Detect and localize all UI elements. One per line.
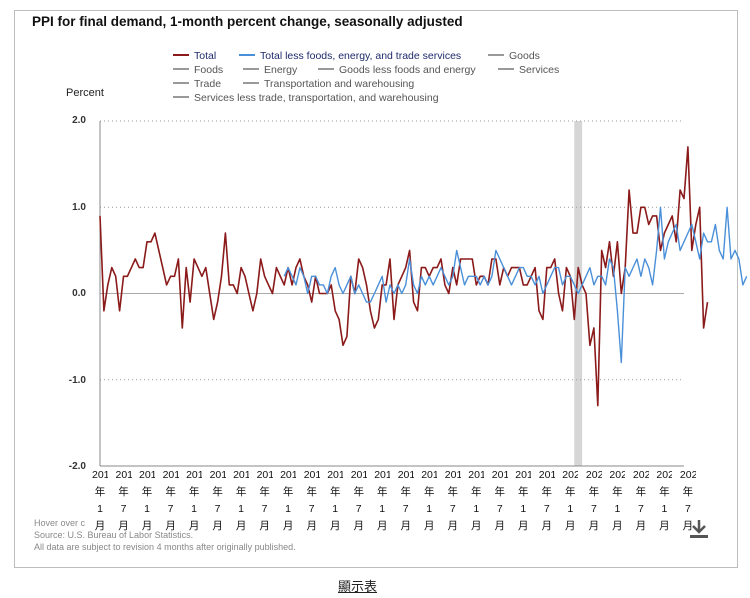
legend-label: Trade: [194, 78, 222, 90]
download-icon[interactable]: [688, 518, 710, 540]
show-table-link[interactable]: 顯示表: [338, 579, 378, 594]
x-tick-label: 2020年7月: [585, 469, 602, 532]
x-tick-label: 2021年7月: [632, 469, 649, 532]
x-tick-label: 2014年7月: [303, 469, 320, 532]
y-tick-label: -1.0: [68, 375, 86, 386]
x-tick-label: 2012年7月: [209, 469, 226, 532]
source-note: Source: U.S. Bureau of Labor Statistics.: [34, 530, 194, 540]
legend-label: Total: [194, 50, 217, 62]
x-tick-label: 2022年7月: [679, 469, 696, 532]
legend-swatch: [239, 54, 255, 57]
x-tick-label: 2010年1月: [92, 469, 108, 532]
x-tick-label: 2011年1月: [139, 469, 155, 532]
x-tick-label: 2019年1月: [515, 469, 532, 532]
legend-swatch: [173, 82, 189, 85]
legend-swatch: [243, 82, 259, 85]
legend-swatch: [243, 68, 259, 71]
legend-item-foods[interactable]: Foods: [173, 64, 223, 76]
x-tick-label: 2018年7月: [491, 469, 508, 532]
x-tick-label: 2016年7月: [397, 469, 414, 532]
x-tick-label: 2018年1月: [468, 469, 485, 532]
hover-note: Hover over c: [34, 518, 86, 528]
x-tick-label: 2013年7月: [256, 469, 273, 532]
legend-label: Transportation and warehousing: [264, 78, 415, 90]
revision-note: All data are subject to revision 4 month…: [34, 542, 296, 552]
x-tick-label: 2010年7月: [115, 469, 132, 532]
legend-item-total-less-foods-energy-trade[interactable]: Total less foods, energy, and trade serv…: [239, 50, 461, 62]
legend-swatch: [173, 54, 189, 57]
x-tick-label: 2012年1月: [186, 469, 203, 532]
legend-item-energy[interactable]: Energy: [243, 64, 297, 76]
x-tick-label: 2014年1月: [280, 469, 297, 532]
y-axis-label: Percent: [66, 87, 104, 99]
x-tick-label: 2016年1月: [374, 469, 391, 532]
legend-item-trade[interactable]: Trade: [173, 78, 221, 90]
legend-label: Goods: [509, 50, 540, 62]
legend-label: Foods: [194, 64, 224, 76]
series-line-total-less-foods-energy-trade: [283, 206, 748, 364]
legend-swatch: [498, 68, 514, 71]
x-tick-label: 2019年7月: [538, 469, 555, 532]
legend-swatch: [173, 68, 189, 71]
legend-item-services-less-trade[interactable]: Services less trade, transportation, and…: [173, 92, 439, 104]
legend-item-services[interactable]: Services: [498, 64, 559, 76]
legend-swatch: [173, 96, 189, 99]
y-tick-label: 2.0: [72, 115, 86, 126]
legend-label: Services: [519, 64, 560, 76]
x-tick-label: 2022年1月: [656, 469, 673, 532]
x-tick-label: 2015年7月: [350, 469, 367, 532]
legend-item-goods[interactable]: Goods: [488, 50, 540, 62]
y-tick-label: 1.0: [72, 202, 86, 213]
x-tick-label: 2021年1月: [609, 469, 626, 532]
x-tick-label: 2020年1月: [562, 469, 579, 532]
legend-item-transportation-warehousing[interactable]: Transportation and warehousing: [243, 78, 414, 90]
legend-item-total[interactable]: Total: [173, 50, 216, 62]
legend-swatch: [488, 54, 504, 57]
x-tick-label: 2015年1月: [327, 469, 344, 532]
legend-item-goods-less-foods-energy[interactable]: Goods less foods and energy: [318, 64, 476, 76]
series-line-total: [99, 146, 709, 407]
x-tick-label: 2017年7月: [444, 469, 461, 532]
y-tick-label: -2.0: [68, 461, 86, 472]
x-tick-label: 2017年1月: [421, 469, 438, 532]
y-tick-label: 0.0: [72, 288, 86, 299]
legend-label: Energy: [264, 64, 298, 76]
x-tick-label: 2011年7月: [162, 469, 179, 532]
legend-label: Total less foods, energy, and trade serv…: [260, 50, 462, 62]
legend-label: Services less trade, transportation, and…: [194, 92, 439, 104]
x-tick-label: 2013年1月: [233, 469, 250, 532]
legend-swatch: [318, 68, 334, 71]
chart-title: PPI for final demand, 1-month percent ch…: [32, 14, 463, 29]
legend-label: Goods less foods and energy: [339, 64, 476, 76]
